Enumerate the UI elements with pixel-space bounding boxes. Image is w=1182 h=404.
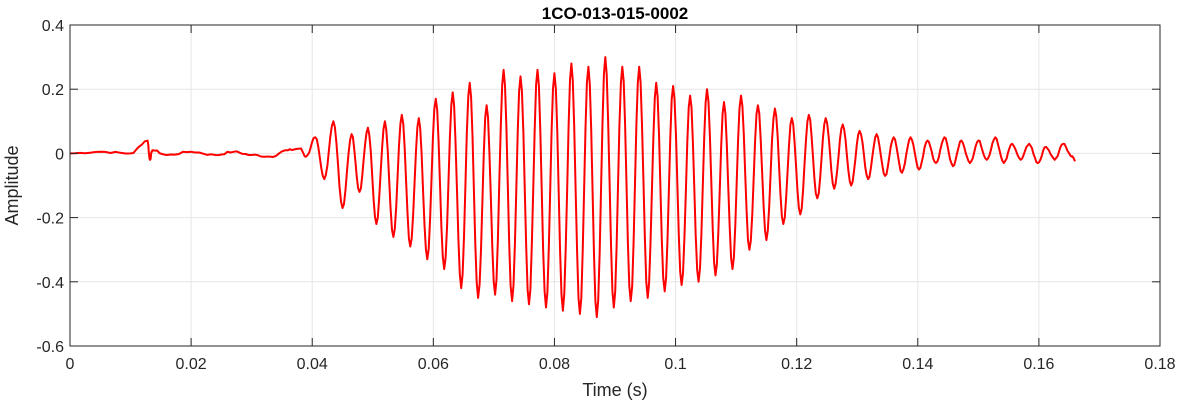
y-tick-label: 0.2: [42, 82, 64, 99]
x-tick-label: 0.02: [176, 356, 207, 373]
x-tick-label: 0.08: [539, 356, 570, 373]
x-tick-label: 0.06: [418, 356, 449, 373]
y-tick-label: 0.4: [42, 18, 64, 35]
x-tick-label: 0: [66, 356, 75, 373]
x-tick-label: 0.18: [1144, 356, 1175, 373]
x-tick-label: 0.14: [902, 356, 933, 373]
y-tick-label: 0: [55, 146, 64, 163]
x-tick-label: 0.04: [297, 356, 328, 373]
x-axis-title: Time (s): [582, 380, 647, 400]
x-tick-label: 0.16: [1023, 356, 1054, 373]
x-axis-ticks: 0 0.02 0.04 0.06 0.08 0.1 0.12 0.14 0.16 0.18: [66, 25, 1176, 373]
x-tick-label: 0.1: [664, 356, 686, 373]
y-tick-label: -0.4: [36, 275, 64, 292]
y-tick-label: -0.6: [36, 339, 64, 356]
series-line: [69, 56, 1076, 319]
x-tick-label: 0.12: [781, 356, 812, 373]
y-axis-ticks: -0.6 -0.4 -0.2 0 0.2 0.4: [36, 18, 1160, 356]
y-axis-title: Amplitude: [2, 145, 22, 225]
plot-box: [69, 24, 1161, 347]
y-tick-label: -0.2: [36, 211, 64, 228]
chart-title: 1CO-013-015-0002: [542, 4, 688, 23]
